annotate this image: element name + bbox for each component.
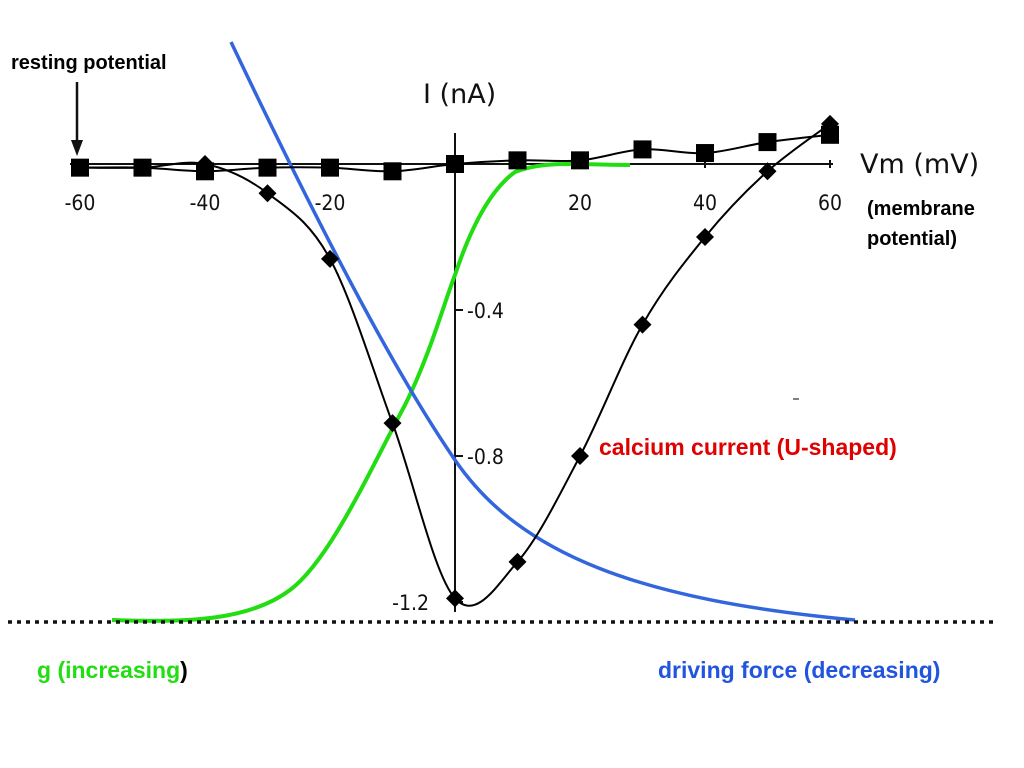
x-axis-title: Vm (mV): [860, 149, 979, 180]
diamond-data-point: [821, 114, 839, 133]
x-tick-label: -60: [65, 191, 96, 215]
diamond-data-point: [196, 155, 214, 173]
diamond-data-point: [446, 589, 464, 608]
resting-potential-arrow-head: [71, 140, 83, 156]
diamond-data-point: [508, 552, 527, 571]
square-data-point: [821, 125, 839, 144]
driving-force-label: driving force (decreasing): [658, 657, 941, 683]
diamond-data-point: [321, 249, 339, 268]
driving-force-curve: [229, 41, 856, 622]
y-tick-label: -1.2: [392, 591, 429, 615]
x-tick-label: -20: [315, 191, 346, 215]
square-data-point: [446, 155, 464, 173]
y-axis-title: I (nA): [423, 79, 496, 110]
g-label-main: g (increasing: [37, 657, 181, 683]
diamond-data-point: [696, 228, 714, 246]
square-data-point: [633, 140, 652, 159]
square-data-point: [758, 133, 777, 152]
diamond-data-point: [258, 184, 277, 203]
x-tick-label: 60: [818, 191, 842, 215]
y-tick-label: -0.8: [467, 445, 504, 469]
y-tick-group: -0.4 -0.8 -1.2: [392, 299, 504, 615]
square-data-point: [321, 158, 339, 177]
diamond-data-point: [71, 158, 89, 177]
conductance-curve: [111, 161, 631, 623]
membrane-potential-label-line1: (membrane: [867, 198, 975, 220]
square-data-point: [383, 162, 402, 181]
x-tick-label: 40: [693, 191, 717, 215]
diamond-data-point: [571, 447, 589, 465]
diamond-data-point: [383, 414, 402, 433]
diamond-data-point: [133, 158, 152, 177]
square-data-point: [508, 151, 527, 170]
g-label-end: ): [180, 657, 188, 683]
resting-potential-label: resting potential: [11, 52, 167, 74]
calcium-current-label: calcium current (U-shaped): [599, 434, 897, 460]
diamond-data-point: [758, 162, 777, 181]
g-increasing-label: g (increasing): [37, 657, 188, 684]
square-data-point: [696, 144, 714, 163]
x-tick-label: -40: [190, 191, 221, 215]
square-data-point: [571, 151, 589, 170]
x-tick-group: -60 -40 -20 20 40 60: [65, 160, 842, 215]
membrane-potential-label-line2: potential): [867, 228, 957, 250]
series-layer: [71, 114, 839, 608]
diamond-data-point: [633, 315, 652, 334]
x-tick-label: 20: [568, 191, 592, 215]
square-data-point: [258, 158, 277, 177]
y-tick-label: -0.4: [467, 299, 504, 323]
